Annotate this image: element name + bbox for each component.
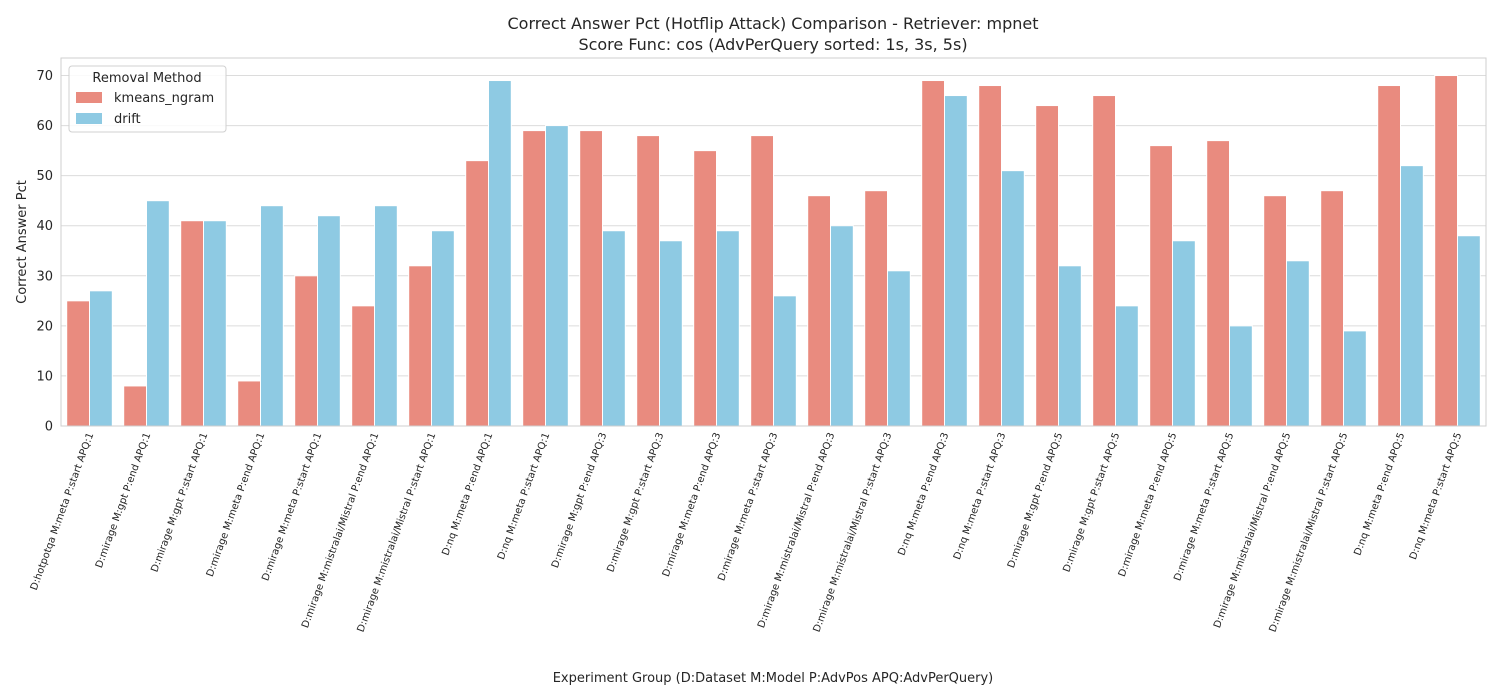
x-axis-label: Experiment Group (D:Dataset M:Model P:Ad… xyxy=(553,671,994,686)
bar-kmeans-ngram xyxy=(1206,140,1230,427)
bar-drift xyxy=(317,215,341,427)
bar-drift xyxy=(659,240,683,427)
y-tick-labels: 0 10 20 30 40 50 60 70 xyxy=(36,69,53,434)
plot-frame xyxy=(60,57,1487,427)
bar-kmeans-ngram xyxy=(750,135,775,427)
bar-drift xyxy=(89,290,113,427)
bar-kmeans-ngram xyxy=(522,130,547,427)
bar-kmeans-ngram xyxy=(465,160,490,427)
bar-kmeans-ngram xyxy=(294,275,319,427)
y-tick-label: 60 xyxy=(36,119,53,134)
bar-drift xyxy=(602,230,626,427)
bar-drift xyxy=(431,230,455,427)
bar-kmeans-ngram xyxy=(1263,195,1287,427)
x-tick-label: D:mirage M:meta P:end APQ:1 xyxy=(205,431,268,578)
bar-drift xyxy=(374,205,398,427)
x-tick-label: D:nq M:meta P:start APQ:3 xyxy=(952,431,1008,561)
bar-kmeans-ngram xyxy=(693,150,718,427)
y-tick-label: 50 xyxy=(36,169,53,184)
bar-kmeans-ngram xyxy=(66,300,90,427)
chart-title-line1: Correct Answer Pct (Hotflip Attack) Comp… xyxy=(507,14,1038,33)
legend-title: Removal Method xyxy=(92,71,201,86)
bar-drift xyxy=(1457,235,1481,427)
x-tick-label: D:mirage M:gpt P:start APQ:1 xyxy=(149,431,210,574)
x-tick-label: D:mirage M:gpt P:start APQ:3 xyxy=(605,431,666,574)
bar-drift xyxy=(203,220,227,427)
bar-kmeans-ngram xyxy=(921,80,946,427)
bar-drift xyxy=(944,95,968,427)
x-tick-label: D:mirage M:meta P:end APQ:5 xyxy=(1117,431,1180,578)
x-tick-label: D:mirage M:meta P:start APQ:5 xyxy=(1172,431,1236,582)
x-tick-label: D:nq M:meta P:end APQ:5 xyxy=(1353,431,1408,557)
bar-kmeans-ngram xyxy=(408,265,433,427)
x-tick-label: D:mirage M:gpt P:start APQ:5 xyxy=(1061,431,1122,574)
legend-swatch-drift xyxy=(76,113,102,124)
x-tick-label: D:nq M:meta P:start APQ:1 xyxy=(496,431,552,561)
bar-drift xyxy=(1172,240,1196,427)
y-tick-label: 20 xyxy=(36,319,53,334)
legend: Removal Method kmeans_ngram drift xyxy=(68,65,227,133)
bar-drift xyxy=(146,200,170,427)
bar-kmeans-ngram xyxy=(351,305,376,427)
bar-kmeans-ngram xyxy=(1377,85,1401,427)
x-tick-label: D:nq M:meta P:end APQ:3 xyxy=(897,431,952,557)
legend-swatch-kmeans-ngram xyxy=(76,92,102,103)
x-tick-label: D:nq M:meta P:start APQ:5 xyxy=(1408,431,1464,561)
bar-drift xyxy=(1001,170,1025,427)
bar-kmeans-ngram xyxy=(1092,95,1116,427)
bar-drift xyxy=(488,80,512,427)
x-tick-label: D:mirage M:gpt P:end APQ:1 xyxy=(94,431,153,569)
x-tick-label: D:mirage M:meta P:end APQ:3 xyxy=(661,431,724,578)
y-tick-label: 70 xyxy=(36,69,53,84)
x-tick-label: D:mirage M:meta P:start APQ:1 xyxy=(260,431,324,582)
bar-drift xyxy=(1286,260,1310,427)
legend-box xyxy=(68,65,227,133)
bar-kmeans-ngram xyxy=(978,85,1003,427)
x-tick-label: D:mirage M:meta P:start APQ:3 xyxy=(716,431,780,582)
bar-drift xyxy=(773,295,797,427)
bar-drift xyxy=(830,225,854,427)
legend-label-drift: drift xyxy=(114,112,141,127)
bar-drift xyxy=(1343,330,1367,427)
y-tick-label: 0 xyxy=(45,420,53,435)
y-tick-label: 30 xyxy=(36,269,53,284)
bar-drift xyxy=(1400,165,1424,427)
bar-kmeans-ngram xyxy=(1149,145,1173,427)
bar-kmeans-ngram xyxy=(636,135,661,427)
x-tick-label: D:mirage M:gpt P:end APQ:3 xyxy=(550,431,609,569)
bar-kmeans-ngram xyxy=(807,195,832,427)
bar-kmeans-ngram xyxy=(1320,190,1344,427)
x-tick-label: D:hotpotqa M:meta P:start APQ:1 xyxy=(29,431,96,592)
legend-label-kmeans-ngram: kmeans_ngram xyxy=(114,91,214,106)
bar-drift xyxy=(1115,305,1139,427)
x-tick-label: D:mirage M:gpt P:end APQ:5 xyxy=(1006,431,1065,569)
bar-drift xyxy=(545,125,569,427)
bar-kmeans-ngram xyxy=(1434,75,1458,427)
y-tick-label: 10 xyxy=(36,369,53,384)
bars xyxy=(66,75,1481,427)
bar-drift xyxy=(260,205,284,427)
chart-title-line2: Score Func: cos (AdvPerQuery sorted: 1s,… xyxy=(578,35,967,54)
bar-drift xyxy=(1229,325,1253,427)
y-axis-label: Correct Answer Pct xyxy=(15,180,30,304)
x-tick-labels: D:hotpotqa M:meta P:start APQ:1D:mirage … xyxy=(29,431,1464,634)
bar-drift xyxy=(716,230,740,427)
bar-kmeans-ngram xyxy=(1035,105,1059,427)
bar-kmeans-ngram xyxy=(864,190,889,427)
bar-kmeans-ngram xyxy=(123,385,147,427)
y-tick-label: 40 xyxy=(36,219,53,234)
bar-drift xyxy=(1058,265,1082,427)
bar-kmeans-ngram xyxy=(579,130,604,427)
bar-drift xyxy=(887,270,911,427)
x-tick-label: D:nq M:meta P:end APQ:1 xyxy=(441,431,496,557)
bar-kmeans-ngram xyxy=(237,380,261,427)
bar-kmeans-ngram xyxy=(180,220,204,427)
